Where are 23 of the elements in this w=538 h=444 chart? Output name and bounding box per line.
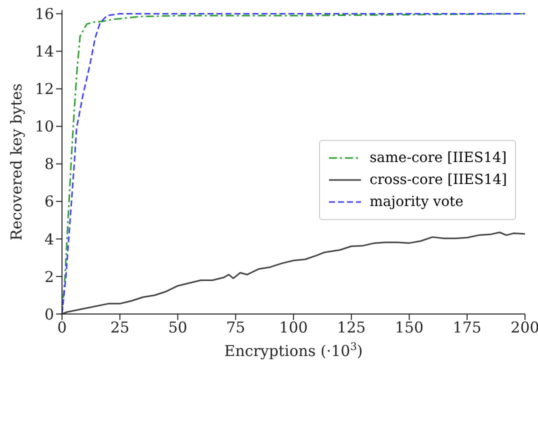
legend-label: cross-core [IIES14] xyxy=(370,171,507,190)
y-tick-label: 4 xyxy=(44,230,54,248)
legend-label: same-core [IIES14] xyxy=(370,149,507,168)
y-tick-label: 10 xyxy=(34,118,54,136)
y-axis-title: Recovered key bytes xyxy=(7,83,26,241)
y-tick-label: 12 xyxy=(34,80,54,98)
x-tick-label: 125 xyxy=(337,318,366,337)
legend-label: majority vote xyxy=(370,193,464,212)
x-tick-label: 50 xyxy=(168,318,188,337)
x-tick-label: 200 xyxy=(510,318,538,337)
x-tick-label: 150 xyxy=(394,318,424,337)
x-tick-label: 0 xyxy=(57,318,67,337)
y-tick-label: 14 xyxy=(34,42,54,61)
x-tick-label: 175 xyxy=(452,318,482,337)
y-tick-label: 6 xyxy=(44,192,54,211)
x-tick-label: 75 xyxy=(226,318,246,337)
y-tick-label: 0 xyxy=(44,305,54,324)
x-axis-title: Encryptions (·10$^{3}$) xyxy=(224,341,363,360)
x-tick-label: 25 xyxy=(110,318,130,337)
y-tick-label: 8 xyxy=(44,155,54,174)
y-tick-label: 16 xyxy=(34,5,54,24)
x-tick-label: 100 xyxy=(279,318,308,337)
y-tick-label: 2 xyxy=(44,268,54,286)
